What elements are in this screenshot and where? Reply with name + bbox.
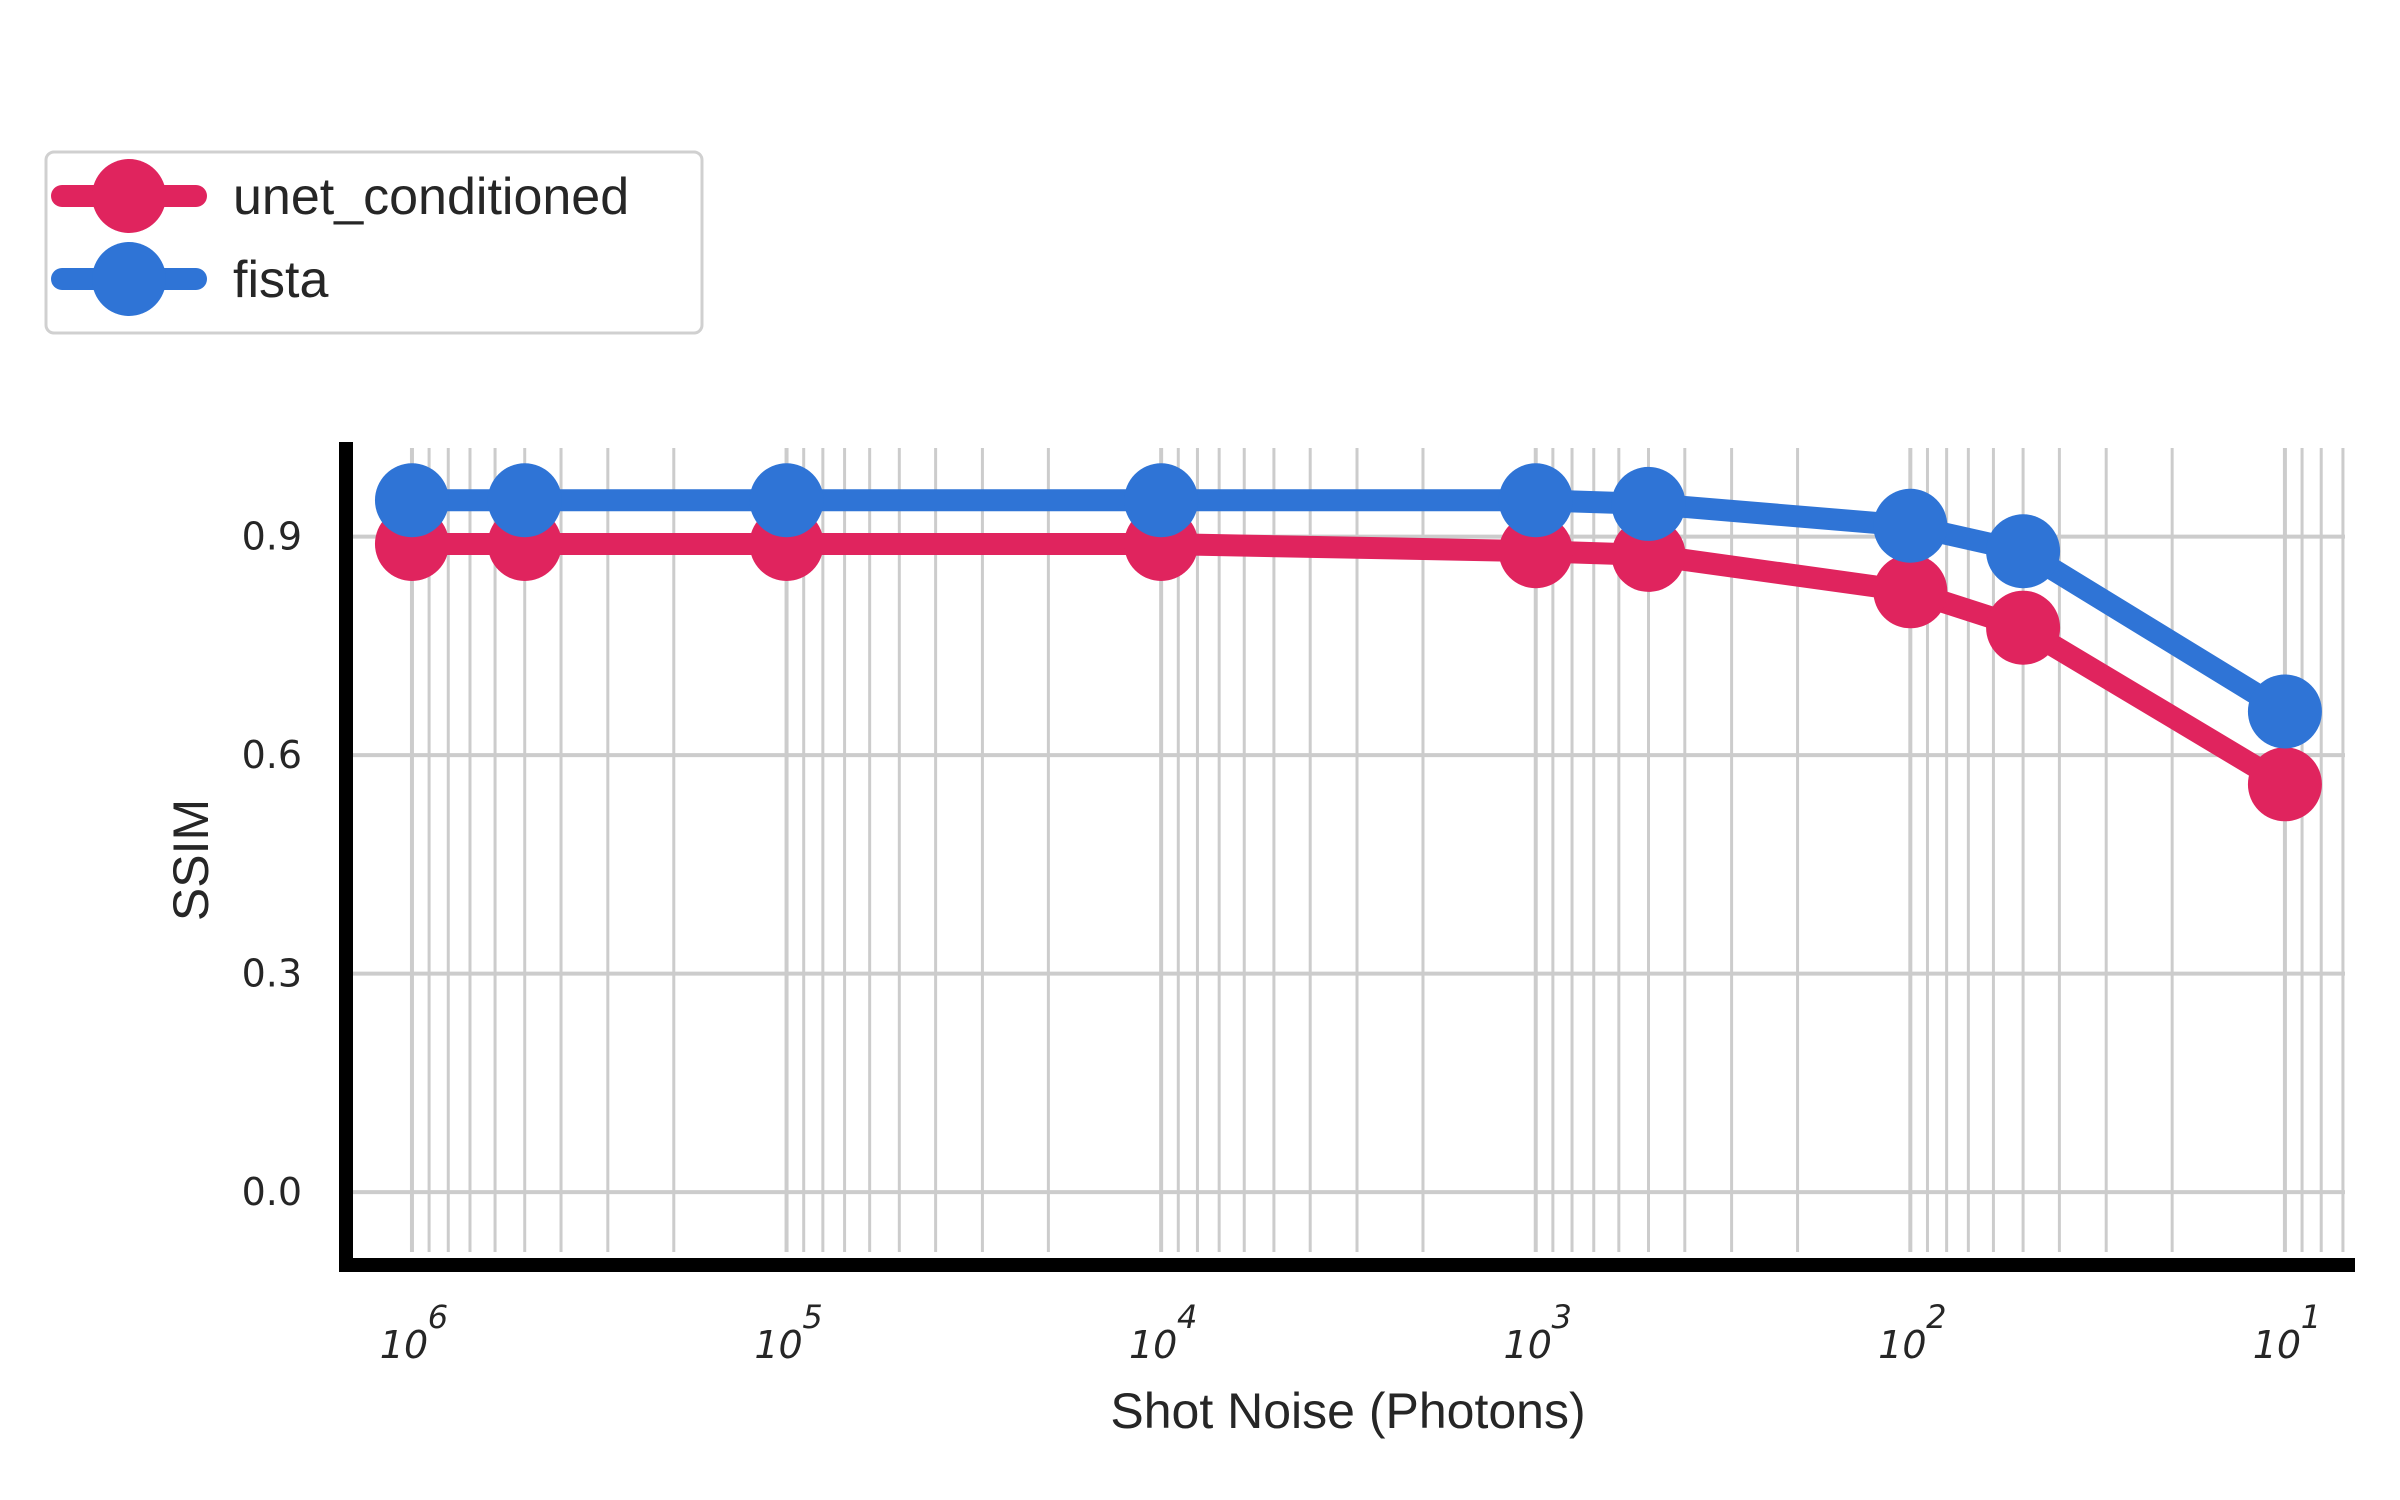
x-tick-base: 10	[1129, 1323, 1177, 1367]
data-point-fista	[1873, 488, 1948, 563]
data-point-unet_conditioned	[1873, 554, 1948, 629]
legend: unet_conditioned fista	[44, 150, 704, 335]
data-point-fista	[487, 463, 562, 538]
x-axis-label: Shot Noise (Photons)	[1110, 1383, 1585, 1439]
x-tick-label: 105	[754, 1298, 822, 1367]
x-tick-label: 102	[1878, 1298, 1946, 1367]
y-tick-label: 0.3	[242, 952, 302, 996]
x-tick-base: 10	[2253, 1323, 2301, 1367]
data-point-fista	[749, 463, 824, 538]
series	[374, 463, 2322, 822]
x-tick-base: 10	[380, 1323, 428, 1367]
x-tick-label: 106	[380, 1298, 448, 1367]
data-point-fista	[1498, 463, 1573, 538]
data-point-unet_conditioned	[1611, 517, 1686, 592]
data-point-fista	[374, 463, 449, 538]
legend-label-fista: fista	[233, 251, 328, 309]
legend-marker-fista	[92, 242, 166, 316]
x-tick-exponent: 2	[1926, 1298, 1946, 1336]
y-tick-label: 0.0	[242, 1170, 302, 1214]
x-tick-exponent: 1	[2301, 1298, 2321, 1336]
data-point-fista	[2247, 674, 2322, 749]
legend-entry-fista: fista	[51, 242, 328, 316]
y-tick-label: 0.9	[242, 515, 302, 559]
x-tick-exponent: 5	[802, 1298, 822, 1336]
data-point-unet_conditioned	[2247, 747, 2322, 822]
x-tick-exponent: 4	[1177, 1298, 1197, 1336]
legend-frame	[44, 150, 704, 335]
data-point-fista	[1986, 514, 2061, 589]
y-axis-label: SSIM	[163, 799, 219, 921]
x-tick-base: 10	[754, 1323, 802, 1367]
x-tick-label: 104	[1129, 1298, 1197, 1367]
x-tick-base: 10	[1878, 1323, 1926, 1367]
data-point-fista	[1124, 463, 1199, 538]
x-tick-exponent: 3	[1552, 1298, 1572, 1336]
legend-entry-unet_conditioned: unet_conditioned	[51, 159, 629, 233]
y-tick-label: 0.6	[242, 733, 302, 777]
legend-label-unet_conditioned: unet_conditioned	[233, 168, 629, 226]
x-tick-exponent: 6	[428, 1298, 448, 1336]
series-fista	[374, 463, 2322, 749]
data-point-unet_conditioned	[1498, 514, 1573, 589]
axes-spines	[339, 442, 2355, 1272]
legend-marker-unet_conditioned	[92, 159, 166, 233]
data-point-unet_conditioned	[1986, 590, 2061, 665]
x-tick-label: 101	[2253, 1298, 2321, 1367]
x-tick-label: 103	[1504, 1298, 1572, 1367]
y-tick-labels: 0.0 0.3 0.6 0.9	[242, 515, 302, 1214]
x-tick-base: 10	[1504, 1323, 1552, 1367]
data-point-fista	[1611, 466, 1686, 541]
